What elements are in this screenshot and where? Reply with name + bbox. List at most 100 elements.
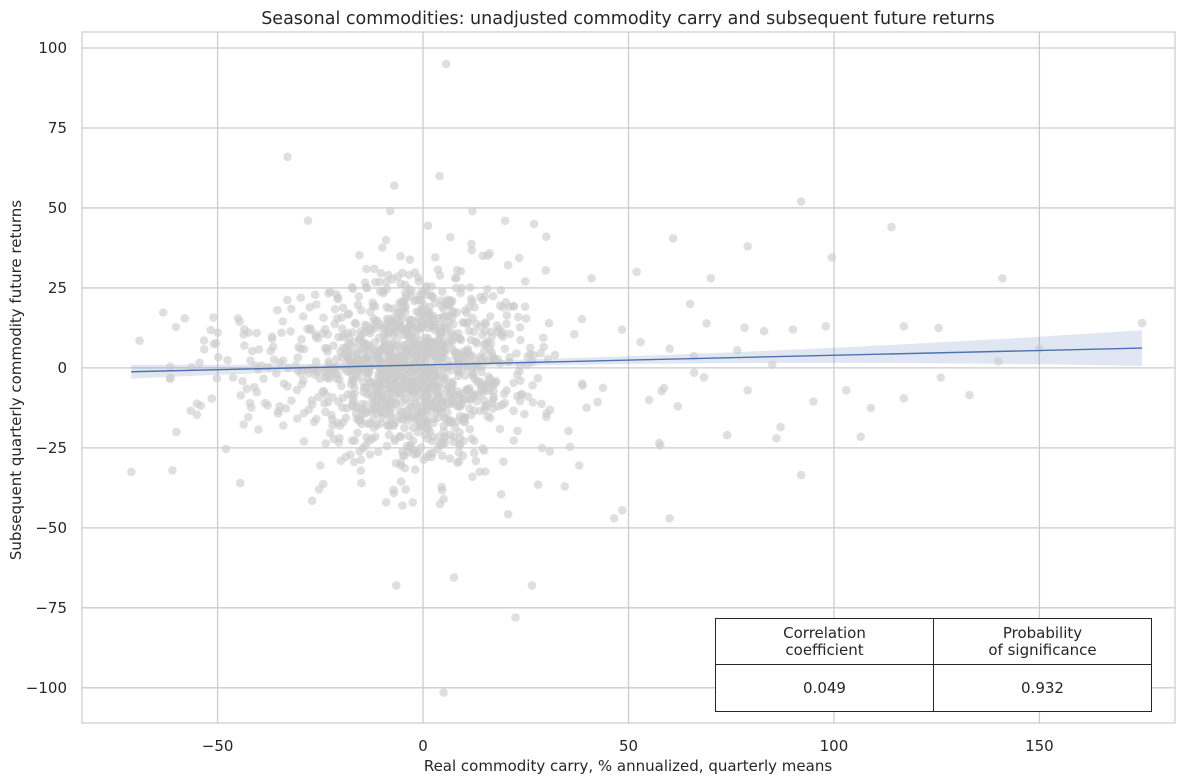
data-point [304, 369, 313, 378]
data-point [362, 265, 371, 274]
corr-value-cell: 0.049 [716, 665, 934, 712]
y-tick-label: −75 [35, 599, 67, 617]
data-point [296, 293, 305, 302]
data-point [516, 323, 525, 332]
data-point [383, 442, 392, 451]
data-point [376, 376, 385, 385]
data-point [213, 374, 222, 383]
data-point [283, 153, 292, 162]
data-point [1138, 319, 1147, 328]
data-point [431, 253, 440, 262]
data-point [363, 284, 372, 293]
data-point [380, 368, 389, 377]
data-point [411, 465, 420, 474]
data-point [286, 327, 295, 336]
data-point [362, 433, 371, 442]
data-point [509, 379, 518, 388]
data-point [238, 377, 247, 386]
data-point [247, 403, 256, 412]
data-point [371, 338, 380, 347]
data-point [497, 490, 506, 499]
data-point [537, 400, 546, 409]
data-point [279, 317, 288, 326]
data-point [425, 450, 434, 459]
data-point [277, 328, 286, 337]
data-point [416, 422, 425, 431]
data-point [168, 466, 177, 475]
data-point [499, 332, 508, 341]
data-point [465, 425, 474, 434]
data-point [536, 349, 545, 358]
data-point [379, 287, 388, 296]
data-point [213, 328, 222, 337]
data-point [428, 437, 437, 446]
data-point [214, 353, 223, 362]
data-point [495, 325, 504, 334]
data-point [318, 387, 327, 396]
data-point [397, 477, 406, 486]
data-point [470, 327, 479, 336]
data-point [821, 322, 830, 331]
data-point [416, 402, 425, 411]
data-point [674, 402, 683, 411]
data-point [478, 331, 487, 340]
data-point [797, 197, 806, 206]
data-point [359, 444, 368, 453]
data-point [406, 255, 415, 264]
data-point [468, 246, 477, 255]
data-point [404, 354, 413, 363]
data-point [470, 449, 479, 458]
data-point [994, 357, 1003, 366]
data-point [457, 267, 466, 276]
data-point [159, 308, 168, 317]
data-point [407, 316, 416, 325]
data-point [375, 278, 384, 287]
data-point [503, 311, 512, 320]
x-axis-label: Real commodity carry, % annualized, quar… [424, 757, 833, 775]
data-point [789, 325, 798, 334]
data-point [356, 327, 365, 336]
data-point [665, 514, 674, 523]
data-point [456, 334, 465, 343]
data-point [327, 411, 336, 420]
data-point [700, 373, 709, 382]
data-point [359, 356, 368, 365]
data-point [186, 406, 195, 415]
data-point [348, 376, 357, 385]
data-point [522, 314, 531, 323]
data-point [438, 486, 447, 495]
data-point [546, 447, 555, 456]
data-point [461, 371, 470, 380]
data-point [222, 445, 231, 454]
data-point [480, 319, 489, 328]
prob-header-line2: of significance [934, 642, 1151, 659]
data-point [501, 345, 510, 354]
data-point [355, 292, 364, 301]
data-point [436, 441, 445, 450]
data-point [283, 382, 292, 391]
data-point [465, 303, 474, 312]
data-point [900, 394, 909, 403]
data-point [998, 274, 1007, 283]
data-point [743, 386, 752, 395]
data-point [433, 409, 442, 418]
data-point [454, 367, 463, 376]
data-point [618, 325, 627, 334]
data-point [582, 403, 591, 412]
data-point [261, 399, 270, 408]
data-point [269, 343, 278, 352]
data-point [397, 458, 406, 467]
y-tick-label: −50 [35, 519, 67, 537]
data-point [429, 293, 438, 302]
data-point [436, 271, 445, 280]
data-point [856, 432, 865, 441]
data-point [312, 333, 321, 342]
data-point [304, 216, 313, 225]
data-point [344, 353, 353, 362]
data-point [236, 479, 245, 488]
data-point [366, 450, 375, 459]
data-point [272, 369, 281, 378]
data-point [472, 457, 481, 466]
data-point [487, 348, 496, 357]
data-point [466, 283, 475, 292]
